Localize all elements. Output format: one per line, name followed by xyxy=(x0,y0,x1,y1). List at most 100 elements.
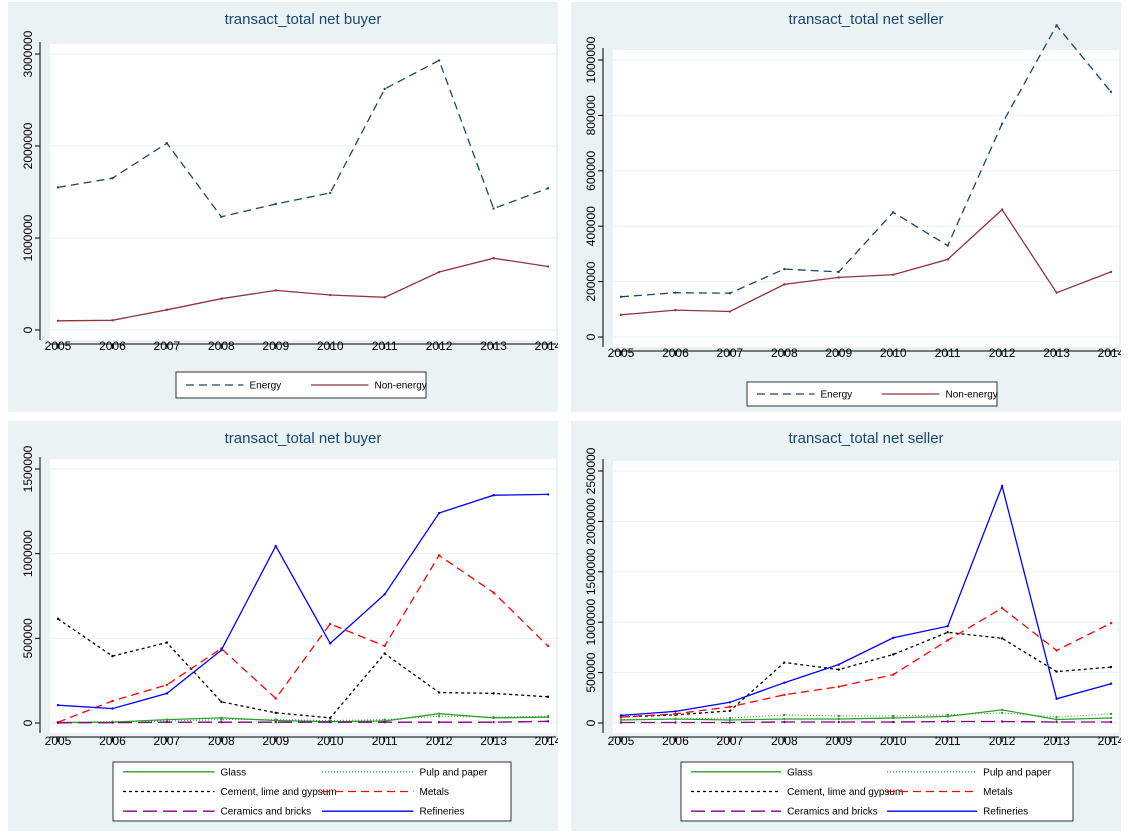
data-point xyxy=(492,720,495,724)
x-tick-label: 2009 xyxy=(262,339,289,353)
data-point xyxy=(837,668,840,671)
y-tick-label: 2000000 xyxy=(584,498,598,545)
data-point xyxy=(546,493,550,496)
data-point xyxy=(274,202,277,206)
data-point xyxy=(946,720,949,723)
data-point xyxy=(437,554,441,557)
chart-svg: transact_total net buyer 0 500000 1000000 15… xyxy=(21,430,558,822)
x-tick-label: 2005 xyxy=(608,734,635,748)
data-point xyxy=(946,625,949,628)
data-point xyxy=(674,712,677,716)
data-point xyxy=(383,720,386,724)
data-point xyxy=(1000,208,1004,211)
data-point xyxy=(274,697,277,700)
data-point xyxy=(165,692,169,695)
data-point xyxy=(329,719,332,722)
data-point xyxy=(437,715,441,718)
data-point xyxy=(1000,122,1004,125)
data-point xyxy=(946,258,949,261)
legend-label: Cement, lime and gypsum xyxy=(221,787,337,798)
data-point xyxy=(437,720,441,724)
x-tick-label: 2011 xyxy=(372,734,398,748)
data-point xyxy=(1055,291,1058,294)
x-tick-label: 2010 xyxy=(317,339,344,353)
data-point xyxy=(892,716,895,720)
data-point xyxy=(165,720,169,724)
data-point xyxy=(619,295,623,299)
data-point xyxy=(892,720,895,724)
legend-label: Non-energy xyxy=(375,381,427,392)
data-point xyxy=(619,313,623,317)
x-tick-label: 2014 xyxy=(535,339,558,353)
data-point xyxy=(892,673,895,676)
series-line xyxy=(57,554,549,723)
data-point xyxy=(837,714,840,718)
chart-svg: transact_total net seller 0 200000 400000 60… xyxy=(584,11,1121,407)
x-tick-label: 2005 xyxy=(45,339,72,353)
y-tick-label: 0 xyxy=(21,326,35,333)
data-point xyxy=(946,639,949,642)
series-line xyxy=(57,720,549,724)
data-point xyxy=(165,641,169,644)
data-point xyxy=(892,636,895,640)
series-line xyxy=(57,493,549,710)
data-point xyxy=(674,308,677,312)
data-point xyxy=(1109,682,1113,685)
data-point xyxy=(728,721,732,724)
x-tick-label: 2007 xyxy=(717,346,744,360)
data-point xyxy=(728,709,732,713)
legend-label: Non-energy xyxy=(946,390,998,401)
chart-panel-energy-net-buyer: transact_total net buyer 0 1000000 2000000 3… xyxy=(8,2,558,412)
series-line xyxy=(620,208,1112,316)
data-point xyxy=(329,716,332,720)
data-point xyxy=(728,705,732,709)
data-point xyxy=(783,283,786,286)
y-tick-label: 0 xyxy=(584,333,598,340)
legend-label: Energy xyxy=(250,381,282,392)
x-tick-label: 2008 xyxy=(771,346,798,360)
data-point xyxy=(728,718,732,722)
data-point xyxy=(1055,24,1058,27)
data-point xyxy=(728,292,732,295)
data-point xyxy=(1055,670,1058,673)
y-tick-label: 2000000 xyxy=(21,122,35,169)
x-tick-label: 2008 xyxy=(208,734,235,748)
data-point xyxy=(892,211,895,214)
data-point xyxy=(837,685,840,688)
data-point xyxy=(56,721,60,725)
data-point xyxy=(783,267,786,271)
data-point xyxy=(1109,720,1113,724)
x-tick-label: 2013 xyxy=(480,734,507,748)
chart-panel-energy-net-seller: transact_total net seller 0 200000 400000 60… xyxy=(571,2,1121,412)
legend-label: Ceramics and bricks xyxy=(787,807,878,818)
data-point xyxy=(274,289,277,292)
data-point xyxy=(837,276,840,279)
y-tick-label: 1000000 xyxy=(21,214,35,261)
data-point xyxy=(546,644,550,648)
x-tick-label: 2010 xyxy=(317,734,344,748)
x-tick-label: 2006 xyxy=(662,734,689,748)
series-line xyxy=(620,607,1112,718)
data-point xyxy=(1109,90,1113,94)
series-line xyxy=(57,715,549,723)
data-point xyxy=(837,720,840,724)
data-point xyxy=(165,683,169,687)
y-tick-label: 0 xyxy=(21,719,35,726)
x-tick-label: 2006 xyxy=(99,339,126,353)
data-point xyxy=(220,718,223,721)
x-tick-label: 2011 xyxy=(935,346,961,360)
data-point xyxy=(728,310,732,313)
legend-label: Refineries xyxy=(420,807,465,818)
data-point xyxy=(437,270,441,274)
x-tick-label: 2005 xyxy=(45,734,72,748)
y-tick-label: 500000 xyxy=(584,652,598,692)
data-point xyxy=(220,716,223,720)
y-tick-label: 500000 xyxy=(21,618,35,658)
chart-title: transact_total net buyer xyxy=(225,430,382,447)
data-point xyxy=(56,319,60,322)
data-point xyxy=(111,319,114,322)
data-point xyxy=(329,191,332,195)
data-point xyxy=(220,215,223,219)
data-point xyxy=(1109,622,1113,625)
data-point xyxy=(892,714,895,718)
